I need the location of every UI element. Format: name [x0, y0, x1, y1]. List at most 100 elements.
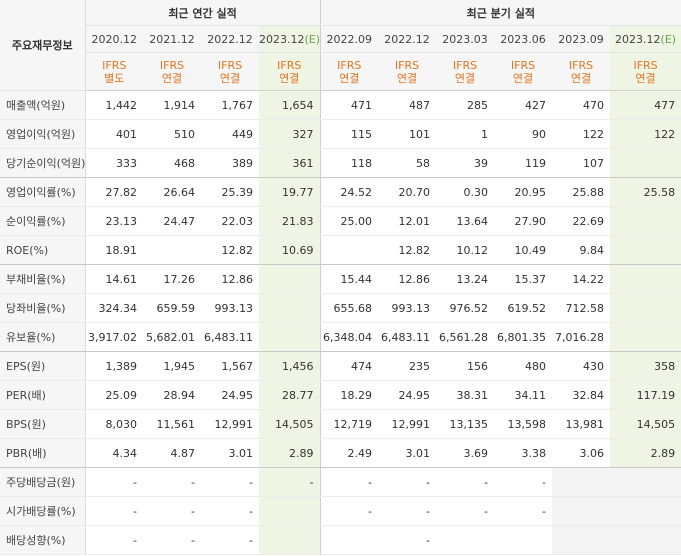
table-cell: -	[201, 496, 259, 526]
consolidation-type: 연결	[570, 71, 592, 85]
period-label: 2022.12	[207, 32, 253, 46]
period-header: 2023.09	[552, 25, 611, 53]
table-cell: -	[201, 525, 259, 555]
table-cell: 14.61	[85, 264, 143, 294]
table-cell: -	[319, 467, 379, 497]
period-header: 2022.12	[378, 25, 437, 53]
table-cell: 24.95	[378, 380, 437, 410]
table-cell: 12.86	[201, 264, 259, 294]
table-cell: 23.13	[85, 206, 143, 236]
table-cell: 3.01	[201, 438, 259, 468]
table-cell	[552, 467, 611, 497]
row-label: 유보율(%)	[0, 322, 86, 352]
period-label: 2021.12	[149, 32, 195, 46]
table-cell: 25.58	[610, 177, 681, 207]
accounting-standard: IFRS 연결	[378, 52, 437, 91]
table-cell: 0.30	[436, 177, 495, 207]
consolidation-type: 연결	[635, 71, 656, 85]
table-cell: 12.01	[378, 206, 437, 236]
table-cell: 6,561.28	[436, 322, 495, 352]
accounting-standard: IFRS 연결	[319, 52, 379, 91]
accounting-standard: IFRS 연결	[143, 52, 201, 91]
table-cell	[610, 206, 681, 236]
table-cell: 10.69	[259, 235, 321, 265]
table-cell: 27.82	[85, 177, 143, 207]
table-cell: 10.49	[494, 235, 553, 265]
row-label: 부채비율(%)	[0, 264, 86, 294]
table-cell	[319, 235, 379, 265]
table-cell: 401	[85, 119, 143, 149]
table-cell: 4.87	[143, 438, 201, 468]
table-cell: 1,567	[201, 351, 259, 381]
table-cell: 3.38	[494, 438, 553, 468]
table-row: 주당배당금(원) - - - - - - - -	[0, 467, 681, 497]
consolidation-type: 연결	[396, 71, 418, 85]
table-cell: 474	[319, 351, 379, 381]
table-cell: 24.52	[319, 177, 379, 207]
table-cell: -	[494, 467, 553, 497]
table-cell: 119	[494, 148, 553, 178]
table-cell: 20.95	[494, 177, 553, 207]
row-label: 영업이익(억원)	[0, 119, 86, 149]
period-label: 2022.12	[384, 32, 430, 46]
table-cell: 32.84	[552, 380, 611, 410]
table-cell: 156	[436, 351, 495, 381]
table-cell: 1,456	[259, 351, 321, 381]
table-cell	[319, 525, 379, 555]
table-cell: -	[436, 496, 495, 526]
row-label: PBR(배)	[0, 438, 86, 468]
table-cell: -	[143, 467, 201, 497]
standard-type: IFRS	[510, 58, 536, 72]
table-cell: -	[143, 496, 201, 526]
table-row: PER(배) 25.09 28.94 24.95 28.77 18.29 24.95 38.3…	[0, 380, 681, 410]
table-row: 시가배당률(%) - - - - - - -	[0, 496, 681, 526]
table-cell: 1,914	[143, 90, 201, 120]
table-cell: 25.09	[85, 380, 143, 410]
table-cell: -	[436, 467, 495, 497]
table-cell: 107	[552, 148, 611, 178]
period-header: 2022.12	[201, 25, 259, 53]
row-label: 당기순이익(억원)	[0, 148, 86, 178]
table-row: 영업이익률(%) 27.82 26.64 25.39 19.77 24.52 20.70 0.…	[0, 177, 681, 207]
table-cell: 3,917.02	[85, 322, 143, 352]
table-cell: 117.19	[610, 380, 681, 410]
table-cell	[552, 496, 611, 526]
table-cell: 58	[378, 148, 437, 178]
table-cell: 3.69	[436, 438, 495, 468]
accounting-standard: IFRS 연결	[201, 52, 259, 91]
table-cell: 333	[85, 148, 143, 178]
standard-type: IFRS	[633, 58, 658, 72]
table-cell: 12,991	[201, 409, 259, 439]
table-cell: 993.13	[378, 293, 437, 323]
standard-type: IFRS	[452, 58, 478, 72]
table-cell	[259, 496, 321, 526]
table-cell: 25.88	[552, 177, 611, 207]
table-cell: 1,767	[201, 90, 259, 120]
table-cell	[610, 235, 681, 265]
table-cell: 619.52	[494, 293, 553, 323]
table-row: 영업이익(억원) 401 510 449 327 115 101 1 90 122 122	[0, 119, 681, 149]
table-cell: 6,483.11	[201, 322, 259, 352]
table-cell: 11,561	[143, 409, 201, 439]
table-cell: -	[143, 525, 201, 555]
table-cell: 90	[494, 119, 553, 149]
row-label: 영업이익률(%)	[0, 177, 86, 207]
table-cell	[610, 293, 681, 323]
row-label: 매출액(억원)	[0, 90, 86, 120]
table-cell: 26.64	[143, 177, 201, 207]
table-cell: 1,442	[85, 90, 143, 120]
table-cell: 12.82	[378, 235, 437, 265]
accounting-standard: IFRS 연결	[494, 52, 553, 91]
table-cell: 427	[494, 90, 553, 120]
row-label: 배당성향(%)	[0, 525, 86, 555]
table-row: 부채비율(%) 14.61 17.26 12.86 15.44 12.86 13.24 15.…	[0, 264, 681, 294]
accounting-standard: IFRS 연결	[259, 52, 321, 91]
standard-type: IFRS	[277, 58, 302, 72]
period-header: 2021.12	[143, 25, 201, 53]
table-cell: 3.06	[552, 438, 611, 468]
row-label: 주당배당금(원)	[0, 467, 86, 497]
table-cell: 15.37	[494, 264, 553, 294]
row-label: PER(배)	[0, 380, 86, 410]
table-cell: 235	[378, 351, 437, 381]
table-cell: 15.44	[319, 264, 379, 294]
